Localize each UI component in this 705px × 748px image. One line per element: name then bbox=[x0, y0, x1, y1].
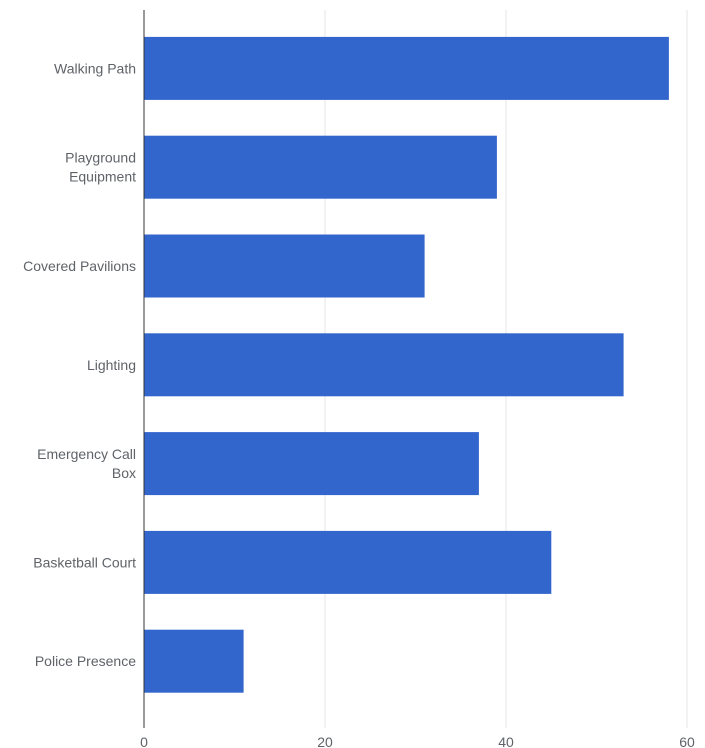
category-label-4-line-0: Emergency Call bbox=[37, 446, 136, 462]
x-tick-label-0: 0 bbox=[140, 734, 148, 748]
bars bbox=[144, 36, 669, 693]
category-label-4-line-1: Box bbox=[112, 465, 136, 481]
tick-labels: 0 20 40 60 bbox=[140, 734, 695, 748]
category-label-0: Walking Path bbox=[54, 60, 136, 76]
bar-3 bbox=[144, 333, 624, 397]
x-tick-label-60: 60 bbox=[679, 734, 695, 748]
bar-0 bbox=[144, 36, 669, 100]
bar-4 bbox=[144, 432, 479, 496]
category-label-6: Police Presence bbox=[35, 653, 136, 669]
bar-6 bbox=[144, 629, 244, 693]
bar-1 bbox=[144, 135, 497, 199]
x-tick-label-20: 20 bbox=[317, 734, 333, 748]
category-label-2: Covered Pavilions bbox=[23, 258, 136, 274]
category-label-3: Lighting bbox=[87, 357, 136, 373]
category-labels: Walking Path Playground Equipment Covered P… bbox=[23, 60, 136, 669]
bar-5 bbox=[144, 530, 552, 594]
category-label-1-line-1: Equipment bbox=[69, 169, 136, 185]
category-label-1-line-0: Playground bbox=[65, 150, 136, 166]
bar-2 bbox=[144, 234, 425, 298]
category-label-5: Basketball Court bbox=[33, 554, 136, 570]
x-tick-label-40: 40 bbox=[498, 734, 514, 748]
